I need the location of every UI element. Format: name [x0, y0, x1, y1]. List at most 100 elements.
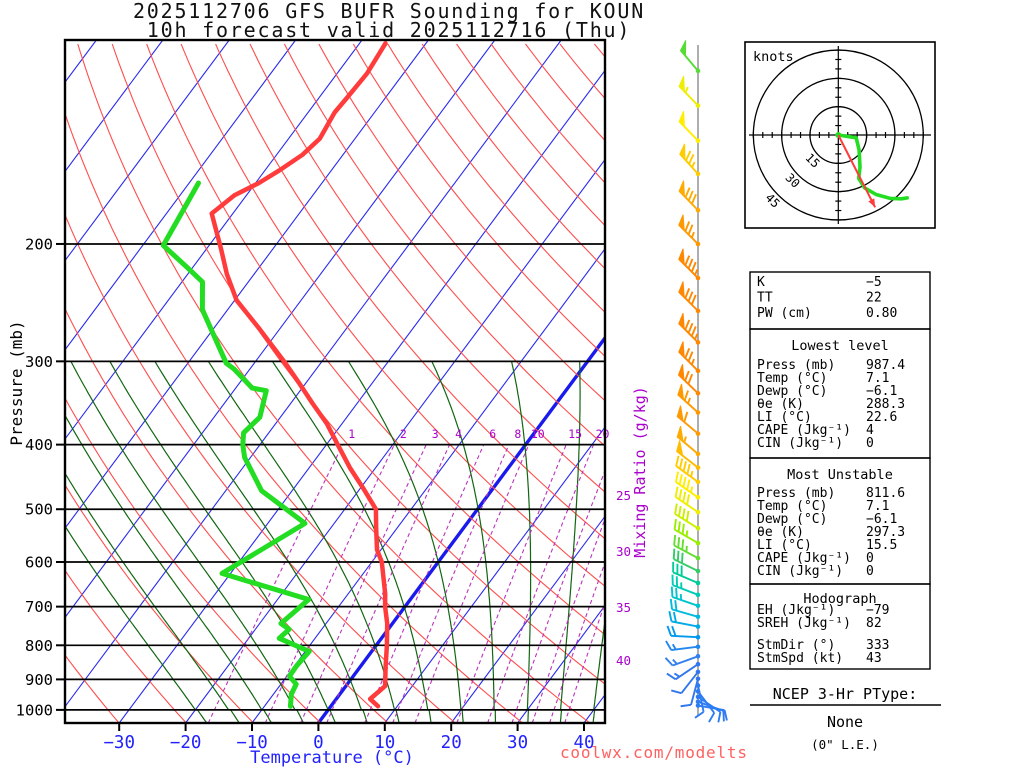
wind-barb [679, 40, 701, 74]
wind-barb [677, 383, 701, 415]
dry-adiabat-line [65, 307, 389, 723]
mixing-ratio-line [207, 444, 344, 723]
table-row-value: 0 [866, 564, 874, 579]
pressure-tick-label: 500 [25, 501, 53, 519]
barb-full [684, 288, 691, 299]
table-row-label: SREH (Jkg⁻¹) [757, 616, 851, 631]
mixing-ratio-lines [207, 444, 605, 723]
barb-full [717, 711, 722, 723]
temperature-tick-label: −20 [170, 733, 202, 753]
wind-barb [678, 180, 701, 213]
moist-adiabat-line [207, 361, 400, 723]
wind-barb-column [664, 40, 728, 723]
table-row-value: 987.4 [866, 358, 905, 373]
barb-flag [678, 281, 685, 299]
table-row-label: CIN (Jkg⁻¹) [757, 436, 843, 451]
table-row-value: −5 [866, 275, 882, 290]
mixing-ratio-value-label: 35 [616, 600, 631, 615]
barb-half [684, 86, 689, 93]
barb-full [681, 508, 686, 519]
mixing-ratio-value-label: 15 [568, 427, 582, 441]
barb-base-dot [695, 540, 701, 546]
wind-barb [670, 669, 701, 695]
mixing-ratio-value-label: 2 [400, 427, 407, 441]
ptype-value: None [827, 713, 863, 731]
barb-full [676, 550, 680, 562]
table-row-label: θe (K) [757, 397, 804, 412]
barb-base-dot [695, 683, 701, 688]
barb-flag [680, 40, 687, 58]
isotherm-line [251, 247, 605, 723]
wind-barb [666, 625, 701, 640]
barb-half [694, 269, 699, 276]
wind-barb [672, 561, 701, 586]
barb-base-dot [695, 103, 701, 108]
barb-flag [679, 143, 686, 161]
chart-title: 2025112706 GFS BUFR Sounding for KOUN [133, 0, 645, 23]
barb-base-dot [695, 634, 701, 640]
temperature-tick-label: 40 [573, 733, 594, 753]
table-row-value: 15.5 [866, 538, 897, 553]
dry-adiabat-line [318, 43, 605, 402]
isotherm-line [65, 40, 164, 173]
wind-barb [678, 75, 701, 108]
table-row-value: 811.6 [866, 486, 905, 501]
isotherm-line [65, 40, 230, 262]
barb-full [684, 255, 691, 266]
dry-adiabat-line [352, 43, 605, 357]
moist-adiabat-line [559, 361, 581, 723]
barb-full [678, 458, 684, 469]
dry-adiabat-line [249, 43, 605, 493]
isotherm-line [65, 40, 496, 619]
dry-adiabat-line [65, 213, 456, 723]
barb-base-dot [695, 703, 701, 708]
temperature-tick-label: 0 [313, 733, 324, 753]
table-row-value: 22 [866, 291, 882, 306]
dry-adiabat-line [283, 43, 605, 447]
pressure-tick-label: 800 [25, 637, 53, 655]
barb-full [681, 539, 685, 550]
barb-full [677, 521, 681, 532]
barb-half [690, 231, 695, 239]
barb-full [673, 519, 677, 530]
table-row-label: LI (°C) [757, 538, 812, 553]
wind-barb [695, 703, 728, 721]
hodograph-units-label: knots [753, 49, 794, 65]
moist-adiabat-line [109, 361, 336, 723]
pressure-tick-label: 400 [25, 436, 53, 454]
barb-flag [677, 364, 685, 382]
table-row-value: 288.3 [866, 397, 905, 412]
barb-full [677, 537, 681, 548]
pressure-gridlines [65, 243, 605, 711]
moist-adiabat-line [271, 361, 432, 723]
barb-base-dot [695, 451, 701, 457]
moist-adiabat-line [65, 414, 272, 723]
table-row-value: 297.3 [866, 525, 905, 540]
dry-adiabat-line [65, 569, 187, 723]
barb-full [682, 491, 687, 503]
barb-base-dot [695, 495, 701, 500]
barb-full [694, 711, 705, 719]
mixing-ratio-line [531, 517, 605, 723]
barb-full [687, 291, 694, 302]
barb-base-dot [695, 603, 701, 609]
table-row-label: CAPE (Jkg⁻¹) [757, 423, 851, 438]
table-row-label: StmSpd (kt) [757, 651, 843, 666]
mixing-ratio-value-label: 20 [596, 427, 610, 441]
barb-flag [678, 75, 686, 93]
wind-barb [678, 214, 701, 247]
wind-barb [673, 534, 701, 561]
table-row-value: −79 [866, 603, 889, 618]
mixing-ratio-value-label: 30 [616, 544, 631, 559]
barb-full [681, 523, 685, 535]
isotherms [65, 40, 605, 723]
barb-half [690, 486, 694, 493]
barb-half [690, 358, 695, 365]
wind-barb [664, 654, 701, 667]
barb-base-dot [695, 308, 701, 314]
mixing-ratio-value-label: 25 [616, 488, 631, 503]
isotherm-line [118, 69, 605, 723]
barb-base-dot [695, 479, 701, 485]
